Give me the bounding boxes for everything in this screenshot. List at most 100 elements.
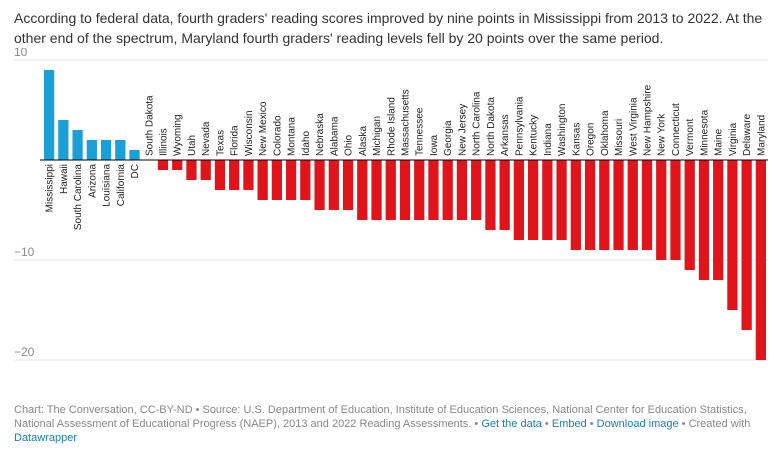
category-label: Alaska <box>358 126 369 156</box>
bar <box>300 160 311 200</box>
bar <box>627 160 638 250</box>
category-label: South Dakota <box>144 95 155 156</box>
bar <box>641 160 653 250</box>
bar <box>342 160 354 210</box>
bar <box>713 160 724 280</box>
category-label: Wyoming <box>173 114 184 156</box>
category-label: Iowa <box>429 134 440 156</box>
category-label: Ohio <box>344 134 355 156</box>
category-label: Louisiana <box>102 164 113 207</box>
bar <box>115 140 126 160</box>
bar <box>499 160 510 230</box>
bar <box>442 160 453 220</box>
category-label: Missouri <box>614 119 625 156</box>
category-label: DC <box>130 164 141 178</box>
created-with-text: • Created with <box>678 418 751 430</box>
bar <box>599 160 610 250</box>
datawrapper-link[interactable]: Datawrapper <box>14 432 77 444</box>
bar-layer <box>43 70 767 360</box>
category-label: Maine <box>714 128 725 156</box>
grid-layer: 10 −10 −20 <box>14 48 768 361</box>
category-label: Mississippi <box>45 164 56 212</box>
category-label: Pennsylvania <box>514 96 525 156</box>
bar <box>556 160 567 240</box>
category-label: Kansas <box>571 123 582 156</box>
category-label: Colorado <box>272 115 283 156</box>
category-label: North Dakota <box>486 97 497 156</box>
bar <box>271 160 283 200</box>
bar <box>684 160 695 270</box>
category-label: Kentucky <box>529 115 540 156</box>
footer-separator: • <box>586 418 597 430</box>
bar <box>456 160 468 220</box>
bar <box>613 160 624 250</box>
category-label: Indiana <box>543 123 554 156</box>
category-label: New Jersey <box>457 104 468 156</box>
bar <box>58 120 69 160</box>
bar <box>43 70 55 160</box>
chart-footer: Chart: The Conversation, CC-BY-ND • Sour… <box>14 403 766 445</box>
bar <box>584 160 596 250</box>
bar <box>513 160 525 240</box>
bar <box>698 160 710 280</box>
bar <box>314 160 325 210</box>
category-label: Vermont <box>685 119 696 156</box>
category-label: Virginia <box>728 122 739 156</box>
bar <box>385 160 396 220</box>
category-label: Minnesota <box>699 109 710 156</box>
source-credit: Chart: The Conversation, CC-BY-ND • Sour… <box>14 404 747 430</box>
category-label: Florida <box>230 125 241 156</box>
download-image-link[interactable]: Download image <box>596 418 679 430</box>
category-label: West Virginia <box>628 97 639 156</box>
bar <box>542 160 553 240</box>
bar <box>186 160 197 180</box>
bar <box>471 160 482 220</box>
bar <box>229 160 240 190</box>
bar <box>357 160 368 220</box>
bar <box>414 160 425 220</box>
bar <box>200 160 211 180</box>
footer-separator: • <box>541 418 552 430</box>
category-label-layer: Mississippi Hawaii South Carolina Arizona Lo… <box>45 84 768 230</box>
category-label: Utah <box>187 135 198 156</box>
bar-chart: 10 −10 −20 Mississippi Hawaii South Carolina… <box>0 48 778 378</box>
category-label: Nevada <box>201 121 212 156</box>
embed-link[interactable]: Embed <box>551 418 587 430</box>
bar <box>86 140 97 160</box>
category-label: Idaho <box>301 131 312 156</box>
bar <box>741 160 752 330</box>
category-label: Connecticut <box>671 103 682 156</box>
chart-intro: According to federal data, fourth grader… <box>14 10 763 46</box>
category-label: California <box>116 164 127 207</box>
category-label: Texas <box>215 130 226 156</box>
bar <box>214 160 226 190</box>
category-label: Maryland <box>756 115 767 156</box>
bar <box>100 140 112 160</box>
bar <box>485 160 496 230</box>
category-label: Alabama <box>329 116 340 156</box>
bar <box>285 160 297 200</box>
category-label: Rhode Island <box>386 97 397 156</box>
category-label: Wisconsin <box>244 110 255 156</box>
bar <box>656 160 667 260</box>
category-label: Delaware <box>742 113 753 156</box>
y-tick-label: 10 <box>14 48 28 59</box>
category-label: Massachusetts <box>401 89 412 156</box>
category-label: Nebraska <box>315 113 326 156</box>
bar <box>371 160 382 220</box>
category-label: Arizona <box>87 164 98 198</box>
bar <box>129 150 140 160</box>
bar <box>570 160 581 250</box>
bar-chart-svg: 10 −10 −20 Mississippi Hawaii South Carolina… <box>14 48 768 361</box>
bar <box>428 160 439 220</box>
y-tick-label: −10 <box>14 245 35 259</box>
bar <box>157 160 169 170</box>
category-label: New Mexico <box>258 101 269 156</box>
category-label: Arkansas <box>500 114 511 156</box>
bar <box>670 160 681 260</box>
category-label: Tennessee <box>415 107 426 156</box>
category-label: Georgia <box>443 120 454 156</box>
get-data-link[interactable]: Get the data <box>481 418 542 430</box>
category-label: Montana <box>287 117 298 156</box>
bar <box>727 160 738 310</box>
